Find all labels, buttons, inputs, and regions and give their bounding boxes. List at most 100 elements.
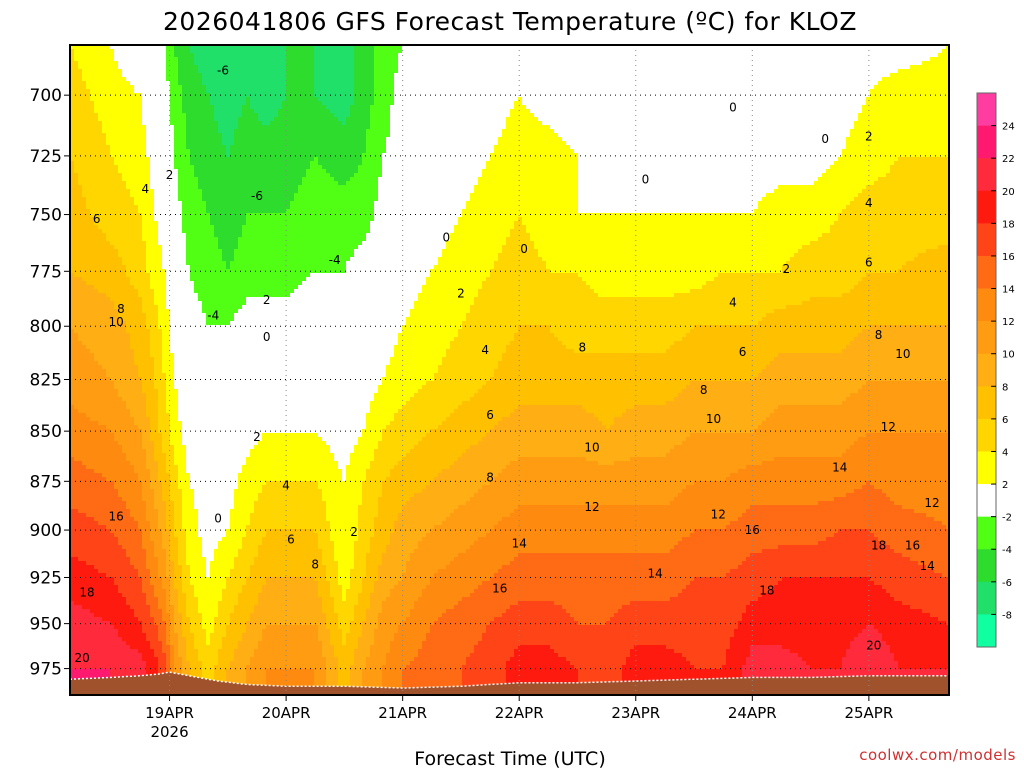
temperature-cell: [350, 61, 355, 66]
temperature-cell: [194, 49, 199, 54]
temperature-cell: [518, 49, 523, 54]
temperature-cell: [594, 53, 599, 58]
temperature-cell: [706, 49, 711, 54]
temperature-cell: [798, 53, 803, 58]
temperature-cell: [822, 57, 827, 62]
temperature-cell: [238, 49, 243, 54]
temperature-cell: [306, 49, 311, 54]
temperature-cell: [210, 53, 215, 58]
temperature-cell: [886, 57, 891, 62]
temperature-cell: [902, 57, 907, 62]
temperature-cell: [830, 49, 835, 54]
temperature-cell: [186, 53, 191, 58]
temperature-cell: [322, 57, 327, 62]
temperature-cell: [786, 49, 791, 54]
temperature-cell: [762, 49, 767, 54]
temperature-cell: [118, 61, 123, 66]
temperature-cell: [590, 49, 595, 54]
temperature-cell: [438, 57, 443, 62]
temperature-cell: [638, 61, 643, 66]
temperature-cell: [678, 61, 683, 66]
temperature-cell: [654, 61, 659, 66]
temperature-cell: [170, 53, 175, 58]
temperature-cell: [126, 57, 131, 62]
temperature-cell: [258, 57, 263, 62]
temperature-cell: [674, 61, 679, 66]
temperature-cell: [234, 49, 239, 54]
temperature-cell: [702, 61, 707, 66]
temperature-cell: [654, 49, 659, 54]
temperature-cell: [138, 53, 143, 58]
temperature-cell: [458, 57, 463, 62]
temperature-cell: [214, 49, 219, 54]
temperature-cell: [910, 49, 915, 54]
temperature-cell: [250, 49, 255, 54]
temperature-cell: [710, 53, 715, 58]
temperature-cell: [830, 53, 835, 58]
temperature-cell: [106, 49, 111, 54]
temperature-cell: [182, 61, 187, 66]
temperature-cell: [754, 61, 759, 66]
temperature-cell: [758, 53, 763, 58]
temperature-cell: [650, 49, 655, 54]
temperature-cell: [430, 53, 435, 58]
temperature-cell: [838, 49, 843, 54]
temperature-cell: [518, 57, 523, 62]
temperature-cell: [722, 61, 727, 66]
temperature-cell: [422, 49, 427, 54]
temperature-cell: [282, 61, 287, 66]
temperature-cell: [366, 49, 371, 54]
temperature-cell: [414, 61, 419, 66]
temperature-cell: [706, 57, 711, 62]
temperature-cell: [586, 57, 591, 62]
temperature-cell: [74, 61, 79, 66]
temperature-cell: [746, 61, 751, 66]
temperature-cell: [666, 57, 671, 62]
temperature-cell: [318, 57, 323, 62]
temperature-cell: [874, 53, 879, 58]
temperature-cell: [722, 49, 727, 54]
temperature-cell: [246, 53, 251, 58]
temperature-cell: [662, 49, 667, 54]
temperature-cell: [122, 57, 127, 62]
temperature-cell: [658, 53, 663, 58]
temperature-cell: [738, 49, 743, 54]
temperature-cell: [398, 53, 403, 58]
temperature-cell: [850, 57, 855, 62]
temperature-cell: [610, 57, 615, 62]
temperature-cell: [474, 53, 479, 58]
temperature-cell: [210, 61, 215, 66]
temperature-cell: [642, 49, 647, 54]
temperature-cell: [478, 53, 483, 58]
temperature-cell: [614, 57, 619, 62]
temperature-cell: [134, 61, 139, 66]
temperature-cell: [490, 61, 495, 66]
temperature-cell: [386, 57, 391, 62]
temperature-cell: [466, 57, 471, 62]
temperature-cell: [390, 61, 395, 66]
temperature-cell: [682, 61, 687, 66]
temperature-cell: [614, 49, 619, 54]
temperature-cell: [462, 49, 467, 54]
temperature-cell: [362, 53, 367, 58]
temperature-cell: [582, 57, 587, 62]
temperature-cell: [454, 61, 459, 66]
temperature-cell: [94, 49, 99, 54]
temperature-cell: [726, 61, 731, 66]
temperature-cell: [218, 53, 223, 58]
temperature-cell: [334, 61, 339, 66]
temperature-cell: [354, 57, 359, 62]
temperature-cell: [418, 49, 423, 54]
temperature-cell: [414, 57, 419, 62]
temperature-cell: [370, 53, 375, 58]
temperature-cell: [138, 49, 143, 54]
temperature-cell: [298, 53, 303, 58]
temperature-cell: [134, 53, 139, 58]
temperature-cell: [438, 53, 443, 58]
temperature-cell: [238, 61, 243, 66]
temperature-cell: [242, 61, 247, 66]
temperature-cell: [230, 53, 235, 58]
temperature-cell: [830, 57, 835, 62]
temperature-cell: [606, 49, 611, 54]
temperature-cell: [382, 49, 387, 54]
